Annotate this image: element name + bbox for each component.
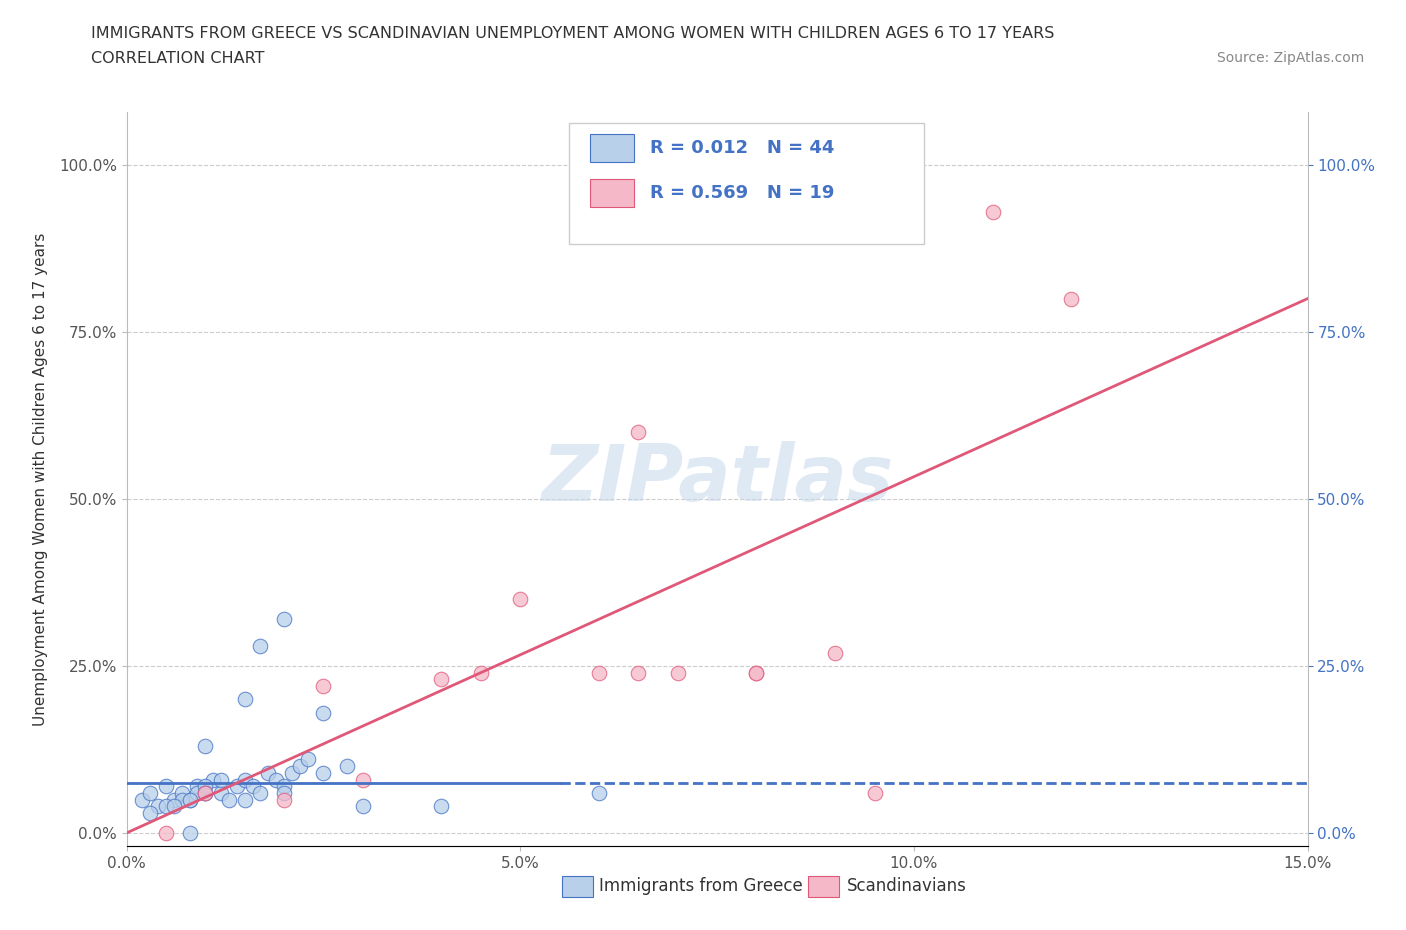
Point: [981, 205, 1004, 219]
Point: [218, 792, 240, 807]
Point: [194, 786, 217, 801]
Point: [288, 759, 311, 774]
Text: CORRELATION CHART: CORRELATION CHART: [91, 51, 264, 66]
Point: [588, 786, 610, 801]
Point: [281, 765, 304, 780]
Text: Immigrants from Greece: Immigrants from Greece: [599, 877, 803, 896]
Point: [155, 778, 177, 793]
Point: [233, 692, 256, 707]
Point: [186, 786, 208, 801]
Point: [233, 772, 256, 787]
Point: [627, 425, 650, 440]
Point: [1060, 291, 1083, 306]
Text: IMMIGRANTS FROM GREECE VS SCANDINAVIAN UNEMPLOYMENT AMONG WOMEN WITH CHILDREN AG: IMMIGRANTS FROM GREECE VS SCANDINAVIAN U…: [91, 26, 1055, 41]
Text: Source: ZipAtlas.com: Source: ZipAtlas.com: [1216, 51, 1364, 65]
Bar: [589, 134, 634, 162]
Text: Scandinavians: Scandinavians: [846, 877, 966, 896]
Point: [509, 591, 531, 606]
Point: [903, 205, 925, 219]
Point: [249, 639, 271, 654]
Point: [273, 778, 295, 793]
Point: [312, 679, 335, 694]
Point: [863, 786, 886, 801]
Point: [155, 799, 177, 814]
Point: [273, 786, 295, 801]
Point: [312, 765, 335, 780]
Point: [170, 786, 193, 801]
Point: [139, 786, 162, 801]
Point: [179, 792, 201, 807]
Point: [264, 772, 287, 787]
Bar: [808, 876, 839, 897]
Point: [179, 826, 201, 841]
Point: [336, 759, 359, 774]
Point: [170, 792, 193, 807]
Y-axis label: Unemployment Among Women with Children Ages 6 to 17 years: Unemployment Among Women with Children A…: [32, 232, 48, 725]
Point: [163, 799, 186, 814]
Point: [257, 765, 280, 780]
Point: [470, 665, 492, 680]
Point: [273, 612, 295, 627]
Point: [209, 786, 232, 801]
Point: [146, 799, 169, 814]
Point: [249, 786, 271, 801]
Point: [297, 752, 319, 767]
FancyBboxPatch shape: [569, 123, 924, 244]
Point: [194, 786, 217, 801]
Bar: [562, 876, 593, 897]
Bar: [589, 179, 634, 207]
Point: [194, 786, 217, 801]
Point: [352, 772, 374, 787]
Text: R = 0.569   N = 19: R = 0.569 N = 19: [650, 184, 834, 202]
Point: [163, 792, 186, 807]
Point: [745, 665, 768, 680]
Point: [242, 778, 264, 793]
Point: [430, 671, 453, 686]
Point: [824, 645, 846, 660]
Point: [155, 826, 177, 841]
Point: [139, 805, 162, 820]
Point: [131, 792, 153, 807]
Point: [202, 772, 225, 787]
Point: [225, 778, 247, 793]
Point: [179, 792, 201, 807]
Point: [186, 778, 208, 793]
Point: [312, 705, 335, 720]
Point: [273, 792, 295, 807]
Point: [666, 665, 689, 680]
Point: [745, 665, 768, 680]
Point: [588, 665, 610, 680]
Point: [194, 738, 217, 753]
Point: [233, 792, 256, 807]
Point: [627, 665, 650, 680]
Point: [209, 772, 232, 787]
Point: [352, 799, 374, 814]
Text: ZIPatlas: ZIPatlas: [541, 441, 893, 517]
Point: [194, 778, 217, 793]
Point: [430, 799, 453, 814]
Text: R = 0.012   N = 44: R = 0.012 N = 44: [650, 139, 834, 156]
